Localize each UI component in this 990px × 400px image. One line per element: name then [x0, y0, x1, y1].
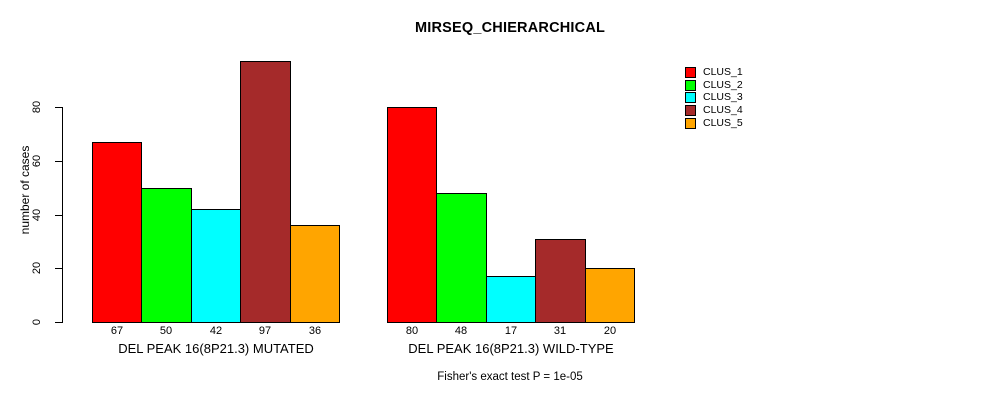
legend-row: CLUS_3	[685, 92, 743, 105]
bar-value-label: 97	[258, 324, 272, 337]
legend-swatch-clus_1	[685, 66, 696, 78]
legend-label: CLUS_4	[703, 104, 743, 117]
bar-value-label: 48	[454, 324, 468, 337]
bar-value-label: 36	[308, 324, 322, 337]
bar-value-label: 20	[603, 324, 617, 337]
y-tick-label: 80	[31, 100, 43, 114]
y-tick-mark	[55, 107, 62, 108]
group-label: DEL PEAK 16(8P21.3) WILD-TYPE	[408, 341, 614, 356]
bar-value-label: 80	[405, 324, 419, 337]
legend-swatch-clus_3	[685, 92, 696, 104]
legend-label: CLUS_3	[703, 91, 743, 104]
y-tick-label: 40	[31, 208, 43, 222]
legend-swatch-clus_5	[685, 117, 696, 129]
legend-swatch-clus_2	[685, 79, 696, 91]
y-tick-mark	[55, 215, 62, 216]
chart-title: MIRSEQ_CHIERARCHICAL	[414, 20, 606, 36]
bar-clus_3	[486, 276, 536, 323]
bar-value-label: 42	[209, 324, 223, 337]
bar-value-label: 50	[159, 324, 173, 337]
y-tick-mark	[55, 268, 62, 269]
y-tick-label: 0	[31, 318, 43, 326]
footnote-text: Fisher's exact test P = 1e-05	[437, 371, 583, 383]
legend-swatch-clus_4	[685, 105, 696, 117]
y-tick-mark	[55, 161, 62, 162]
bar-value-label: 31	[553, 324, 567, 337]
y-axis-label: number of cases	[18, 145, 32, 235]
legend-label: CLUS_2	[703, 78, 743, 91]
bar-clus_3	[191, 209, 241, 323]
bar-clus_1	[387, 107, 437, 323]
bar-clus_5	[585, 268, 635, 323]
bar-clus_1	[92, 142, 142, 323]
legend-label: CLUS_5	[703, 116, 743, 129]
legend-row: CLUS_4	[685, 104, 743, 117]
bar-clus_2	[141, 188, 192, 323]
legend-row: CLUS_1	[685, 66, 743, 79]
y-tick-label: 20	[31, 261, 43, 275]
group-label: DEL PEAK 16(8P21.3) MUTATED	[118, 341, 314, 356]
bar-value-label: 67	[110, 324, 124, 337]
legend-label: CLUS_1	[703, 65, 743, 78]
bar-clus_4	[535, 239, 586, 323]
legend-row: CLUS_5	[685, 117, 743, 130]
bar-clus_4	[240, 61, 291, 323]
legend-row: CLUS_2	[685, 79, 743, 92]
legend: CLUS_1 CLUS_2 CLUS_3 CLUS_4 CLUS_5	[685, 66, 743, 130]
bar-clus_2	[436, 193, 487, 323]
bar-value-label: 17	[504, 324, 518, 337]
y-tick-mark	[55, 322, 62, 323]
y-tick-label: 60	[31, 154, 43, 168]
bar-clus_5	[290, 225, 340, 323]
y-axis-line	[62, 107, 63, 323]
